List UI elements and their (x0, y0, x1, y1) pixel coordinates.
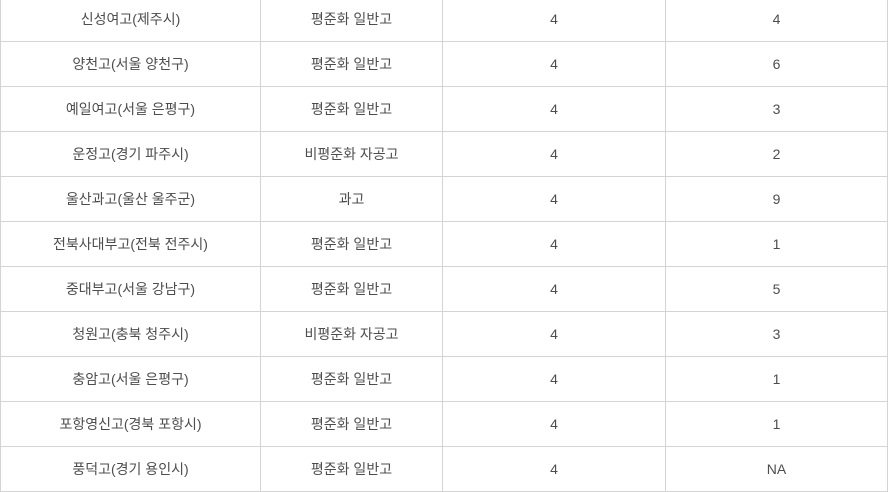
cell-value-a: 4 (442, 0, 666, 42)
cell-value-a: 4 (442, 131, 666, 177)
cell-value-b: 3 (665, 311, 888, 357)
table-row: 예일여고(서울 은평구) 평준화 일반고 4 3 (0, 86, 888, 132)
cell-value-a: 4 (442, 311, 666, 357)
cell-value-a: 4 (442, 41, 666, 87)
cell-value-a: 4 (442, 356, 666, 402)
cell-school-type: 평준화 일반고 (260, 266, 443, 312)
table-row: 중대부고(서울 강남구) 평준화 일반고 4 5 (0, 266, 888, 312)
table-row: 양천고(서울 양천구) 평준화 일반고 4 6 (0, 41, 888, 87)
table-row: 충암고(서울 은평구) 평준화 일반고 4 1 (0, 356, 888, 402)
cell-school-name: 신성여고(제주시) (0, 0, 261, 42)
cell-school-name: 전북사대부고(전북 전주시) (0, 221, 261, 267)
table-row: 전북사대부고(전북 전주시) 평준화 일반고 4 1 (0, 221, 888, 267)
cell-school-name: 예일여고(서울 은평구) (0, 86, 261, 132)
cell-school-name: 포항영신고(경북 포항시) (0, 401, 261, 447)
cell-value-b: 5 (665, 266, 888, 312)
cell-value-a: 4 (442, 221, 666, 267)
cell-school-type: 평준화 일반고 (260, 221, 443, 267)
table-row: 청원고(충북 청주시) 비평준화 자공고 4 3 (0, 311, 888, 357)
cell-school-type: 평준화 일반고 (260, 41, 443, 87)
table-row: 풍덕고(경기 용인시) 평준화 일반고 4 NA (0, 446, 888, 492)
cell-value-b: 2 (665, 131, 888, 177)
cell-value-a: 4 (442, 266, 666, 312)
table-row: 울산과고(울산 울주군) 과고 4 9 (0, 176, 888, 222)
table-row: 운정고(경기 파주시) 비평준화 자공고 4 2 (0, 131, 888, 177)
cell-school-name: 양천고(서울 양천구) (0, 41, 261, 87)
cell-school-name: 풍덕고(경기 용인시) (0, 446, 261, 492)
cell-school-type: 비평준화 자공고 (260, 131, 443, 177)
cell-school-name: 충암고(서울 은평구) (0, 356, 261, 402)
cell-value-b: NA (665, 446, 888, 492)
cell-value-b: 3 (665, 86, 888, 132)
cell-school-type: 비평준화 자공고 (260, 311, 443, 357)
cell-school-name: 울산과고(울산 울주군) (0, 176, 261, 222)
cell-school-name: 중대부고(서울 강남구) (0, 266, 261, 312)
cell-school-type: 평준화 일반고 (260, 0, 443, 42)
cell-school-type: 과고 (260, 176, 443, 222)
cell-school-type: 평준화 일반고 (260, 86, 443, 132)
cell-value-b: 9 (665, 176, 888, 222)
cell-school-type: 평준화 일반고 (260, 401, 443, 447)
cell-value-b: 1 (665, 356, 888, 402)
cell-school-type: 평준화 일반고 (260, 446, 443, 492)
cell-value-b: 1 (665, 401, 888, 447)
cell-value-a: 4 (442, 401, 666, 447)
table-row: 신성여고(제주시) 평준화 일반고 4 4 (0, 0, 888, 42)
cell-value-b: 1 (665, 221, 888, 267)
table-row: 포항영신고(경북 포항시) 평준화 일반고 4 1 (0, 401, 888, 447)
cell-value-a: 4 (442, 176, 666, 222)
cell-school-name: 청원고(충북 청주시) (0, 311, 261, 357)
cell-school-type: 평준화 일반고 (260, 356, 443, 402)
cell-value-b: 4 (665, 0, 888, 42)
cell-value-b: 6 (665, 41, 888, 87)
cell-value-a: 4 (442, 446, 666, 492)
cell-school-name: 운정고(경기 파주시) (0, 131, 261, 177)
cell-value-a: 4 (442, 86, 666, 132)
